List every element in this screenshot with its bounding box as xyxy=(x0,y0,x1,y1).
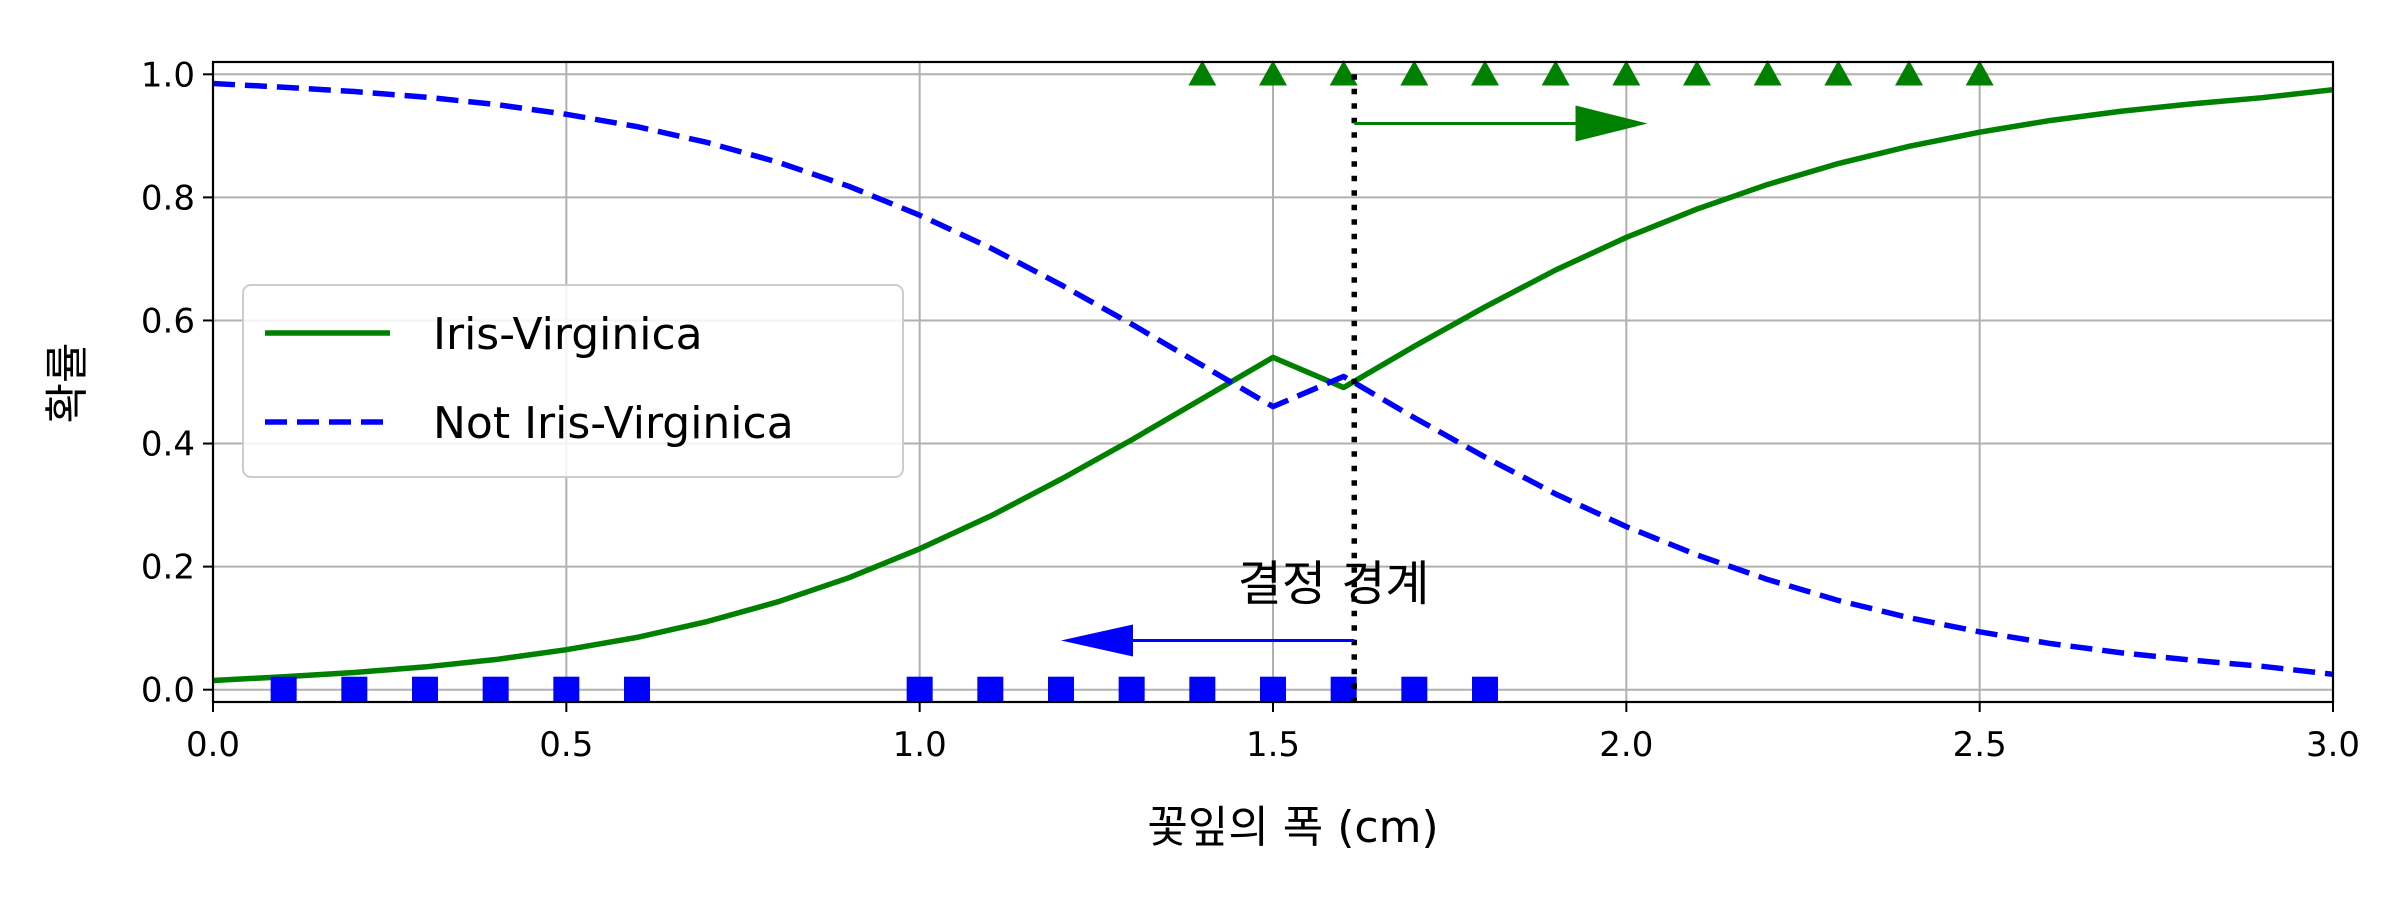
series-line-not-iris-virginica xyxy=(212,80,2334,678)
virginica-sample-marker xyxy=(1965,60,1994,86)
x-tick-label: 2.5 xyxy=(1953,725,2007,765)
virginica-sample-marker xyxy=(1895,60,1923,86)
legend: Iris-Virginica Not Iris-Virginica xyxy=(242,284,904,478)
x-axis-title: 꽃잎의 폭 (cm) xyxy=(1147,802,1438,853)
x-tick-label: 2.0 xyxy=(1599,725,1653,765)
not-virginica-sample-marker xyxy=(1472,676,1498,703)
not-virginica-sample-marker xyxy=(553,676,580,703)
not-virginica-sample-marker xyxy=(906,676,933,703)
plot-series xyxy=(212,80,2334,684)
not-virginica-sample-marker xyxy=(1118,676,1145,703)
virginica-sample-marker xyxy=(1400,60,1429,86)
arrow-right-head xyxy=(1575,105,1648,142)
x-tick-label: 1.5 xyxy=(1246,725,1300,765)
decision-boundary-label: 결정 경계 xyxy=(1238,556,1430,612)
not-virginica-sample-marker xyxy=(1260,676,1286,703)
virginica-sample-marker xyxy=(1471,60,1499,86)
legend-label-not-iris-virginica: Not Iris-Virginica xyxy=(433,398,794,449)
x-tick-label: 0.5 xyxy=(539,725,593,765)
virginica-sample-marker xyxy=(1541,60,1570,86)
y-tick-label: 1.0 xyxy=(141,55,195,95)
virginica-sample-marker xyxy=(1683,60,1711,86)
virginica-sample-marker xyxy=(1824,60,1853,86)
virginica-sample-marker xyxy=(1259,60,1287,86)
not-virginica-sample-marker xyxy=(270,676,297,703)
legend-label-iris-virginica: Iris-Virginica xyxy=(433,309,703,360)
y-axis-title: 확률 xyxy=(42,343,93,424)
axis-ticks: 0.0 0.5 1.0 1.5 2.0 2.5 3.0 0.0 0.2 0.4 0.6 0.8 1.0 xyxy=(141,55,2360,765)
not-virginica-sample-marker xyxy=(341,676,368,703)
series-line-iris-virginica xyxy=(212,86,2334,684)
not-virginica-sample-marker xyxy=(1401,676,1428,703)
virginica-sample-marker xyxy=(1612,60,1641,86)
y-tick-label: 0.8 xyxy=(141,178,195,218)
legend-box xyxy=(242,284,904,478)
y-tick-label: 0.4 xyxy=(141,425,195,465)
not-virginica-sample-marker xyxy=(1048,676,1074,703)
not-virginica-sample-marker xyxy=(482,676,509,703)
y-tick-label: 0.2 xyxy=(141,548,195,588)
x-tick-label: 1.0 xyxy=(893,725,947,765)
x-tick-label: 3.0 xyxy=(2306,725,2360,765)
not-virginica-sample-marker xyxy=(624,676,650,703)
virginica-sample-marker xyxy=(1753,60,1782,86)
y-tick-label: 0.6 xyxy=(141,301,195,341)
x-tick-label: 0.0 xyxy=(186,725,240,765)
virginica-sample-marker xyxy=(1188,60,1217,86)
not-virginica-sample-marker xyxy=(977,676,1004,703)
y-tick-label: 0.0 xyxy=(141,671,195,711)
annotations: 결정 경계 xyxy=(1061,74,1648,702)
sample-markers xyxy=(270,60,1994,703)
not-virginica-sample-marker xyxy=(1189,676,1216,703)
not-virginica-sample-marker xyxy=(412,676,438,703)
virginica-sample-marker xyxy=(1329,60,1358,86)
arrow-left-head xyxy=(1061,624,1133,657)
